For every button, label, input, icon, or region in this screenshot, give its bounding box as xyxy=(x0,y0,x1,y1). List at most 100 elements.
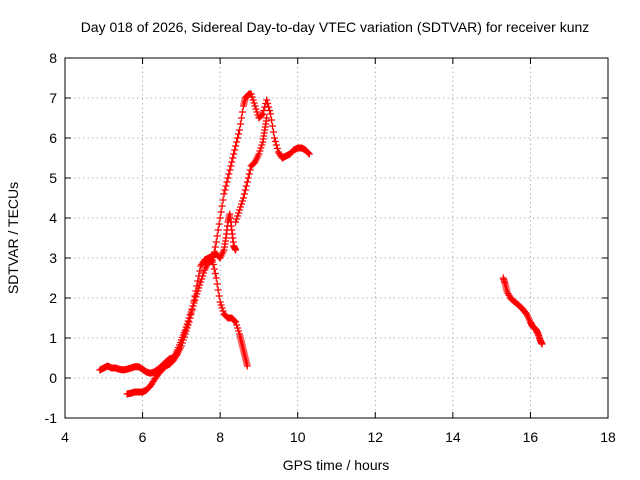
series-track-c xyxy=(208,90,313,266)
data-point xyxy=(226,166,234,174)
data-point xyxy=(235,209,243,217)
y-tick-label: -1 xyxy=(45,410,58,426)
data-point xyxy=(185,318,193,326)
data-point xyxy=(268,116,276,124)
data-point xyxy=(178,339,186,347)
data-point xyxy=(243,362,251,370)
data-point xyxy=(245,170,253,178)
chart-title: Day 018 of 2026, Sidereal Day-to-day VTE… xyxy=(81,19,590,35)
data-marks xyxy=(96,90,546,398)
series-track-b xyxy=(123,210,240,398)
data-point xyxy=(189,302,197,310)
data-point xyxy=(249,96,257,104)
data-point xyxy=(187,310,195,318)
data-point xyxy=(231,146,239,154)
data-point xyxy=(218,202,226,210)
data-point xyxy=(247,90,255,98)
x-tick-label: 8 xyxy=(216,429,224,445)
data-point xyxy=(233,321,241,329)
data-point xyxy=(258,141,266,149)
y-tick-label: 0 xyxy=(49,370,57,386)
data-point xyxy=(256,147,264,155)
data-point xyxy=(259,110,267,118)
data-point xyxy=(236,126,244,134)
data-point xyxy=(217,301,225,309)
data-point xyxy=(213,280,221,288)
data-point xyxy=(232,318,240,326)
x-tick-label: 4 xyxy=(61,429,69,445)
x-tick-label: 16 xyxy=(523,429,539,445)
data-point xyxy=(228,158,236,166)
data-point xyxy=(224,174,232,182)
y-tick-label: 3 xyxy=(49,250,57,266)
data-point xyxy=(255,150,263,158)
data-point xyxy=(538,340,546,348)
data-point xyxy=(192,293,200,301)
y-tick-label: 6 xyxy=(49,130,57,146)
data-point xyxy=(181,330,189,338)
data-point xyxy=(232,218,240,226)
x-tick-label: 14 xyxy=(445,429,461,445)
data-point xyxy=(257,144,265,152)
data-point xyxy=(222,182,230,190)
series-track-d xyxy=(232,114,271,226)
y-tick-label: 2 xyxy=(49,290,57,306)
data-point xyxy=(236,206,244,214)
data-point xyxy=(196,267,204,275)
y-tick-label: 4 xyxy=(49,210,57,226)
data-point xyxy=(272,141,280,149)
data-point xyxy=(210,248,218,256)
data-point xyxy=(235,130,243,138)
data-point xyxy=(193,282,201,290)
data-point xyxy=(220,190,228,198)
data-point xyxy=(238,108,246,116)
data-point xyxy=(265,103,273,111)
data-point xyxy=(219,196,227,204)
plot-frame xyxy=(64,57,609,419)
data-point xyxy=(234,212,242,220)
data-point xyxy=(264,100,272,107)
data-point xyxy=(251,102,259,110)
data-point xyxy=(215,292,223,300)
x-axis-label: GPS time / hours xyxy=(283,457,390,473)
data-point xyxy=(263,114,271,122)
data-point xyxy=(238,197,246,205)
y-tick-label: 8 xyxy=(49,50,57,66)
grid-layer xyxy=(65,58,608,418)
data-point xyxy=(213,232,221,240)
data-point xyxy=(234,134,242,142)
data-point xyxy=(219,307,227,315)
data-point xyxy=(267,110,275,118)
data-point xyxy=(305,150,313,158)
data-point xyxy=(237,114,245,122)
data-point xyxy=(208,258,216,266)
data-point xyxy=(237,200,245,208)
data-point xyxy=(246,166,254,174)
x-tick-label: 18 xyxy=(600,429,616,445)
data-point xyxy=(237,120,245,128)
series-track-e xyxy=(499,274,546,348)
data-point xyxy=(237,203,245,211)
data-point xyxy=(243,178,251,186)
x-tick-label: 12 xyxy=(367,429,383,445)
data-point xyxy=(216,214,224,222)
data-point xyxy=(179,336,187,344)
data-point xyxy=(230,150,238,158)
data-point xyxy=(269,128,277,136)
data-point xyxy=(235,327,243,335)
data-point xyxy=(180,333,188,341)
data-point xyxy=(241,186,249,194)
data-point xyxy=(273,145,281,152)
x-tick-label: 6 xyxy=(139,429,147,445)
data-point xyxy=(229,154,237,162)
data-point xyxy=(233,138,241,146)
data-point xyxy=(269,122,277,130)
data-point xyxy=(248,93,256,101)
data-point xyxy=(195,272,203,280)
y-tick-label: 5 xyxy=(49,170,57,186)
data-point xyxy=(215,220,223,228)
y-tick-label: 1 xyxy=(49,330,57,346)
data-point xyxy=(212,238,220,246)
data-point xyxy=(252,105,260,113)
